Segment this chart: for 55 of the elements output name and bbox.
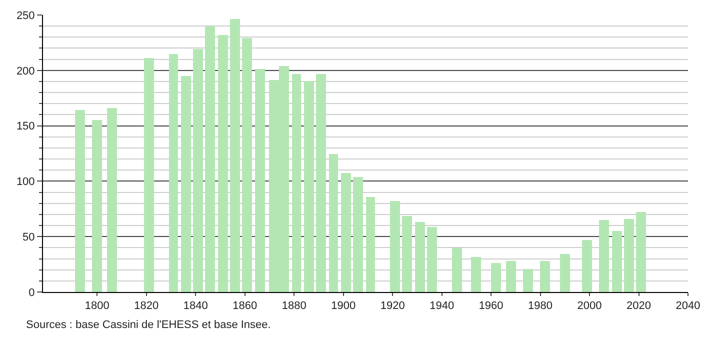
bar: [92, 120, 102, 292]
x-tick-label: 1820: [134, 300, 159, 312]
bar: [582, 240, 592, 292]
bar: [624, 219, 634, 292]
bar: [341, 173, 351, 292]
bar: [471, 257, 481, 292]
bar: [353, 177, 363, 292]
bar: [292, 74, 301, 292]
bar: [218, 35, 228, 292]
bar: [329, 154, 338, 292]
bar: [415, 222, 425, 292]
bar: [599, 220, 609, 292]
bar: [169, 54, 178, 292]
x-tick-label: 1860: [232, 300, 258, 312]
bar: [390, 201, 400, 292]
bar: [366, 197, 375, 292]
source-note: Sources : base Cassini de l'EHESS et base Insee.: [26, 319, 271, 331]
bar: [636, 212, 646, 292]
bar: [452, 248, 462, 292]
y-tick-label: 150: [16, 120, 35, 133]
bar: [540, 261, 550, 292]
x-tick-label: 1880: [282, 300, 306, 312]
bar: [427, 227, 437, 292]
x-tick-label: 1900: [331, 300, 356, 312]
bar: [402, 216, 412, 292]
y-tick-label: 250: [16, 10, 35, 22]
bar: [107, 108, 117, 292]
bar: [181, 76, 191, 292]
bar: [75, 110, 85, 292]
bar: [255, 69, 265, 292]
bar: [506, 261, 516, 292]
x-tick-label: 1840: [183, 300, 208, 312]
x-tick-label: 1960: [478, 300, 504, 312]
y-tick-label: 50: [22, 231, 35, 244]
x-tick-label: 2020: [626, 300, 651, 312]
bar: [230, 19, 240, 292]
bar: [316, 74, 326, 292]
bar: [560, 254, 570, 292]
bar: [242, 38, 252, 292]
bar: [144, 58, 154, 292]
bar: [304, 81, 314, 292]
x-tick-label: 1940: [430, 300, 454, 312]
bar: [205, 26, 215, 292]
x-tick-label: 2040: [676, 300, 700, 312]
x-tick-label: 1980: [528, 300, 553, 312]
bar: [193, 49, 203, 292]
y-tick-label: 200: [16, 65, 35, 78]
bar: [523, 269, 533, 292]
bar: [491, 263, 501, 292]
x-tick-label: 1800: [84, 300, 110, 312]
bar: [612, 231, 622, 292]
x-tick-label: 1920: [380, 300, 405, 312]
x-tick-label: 2000: [577, 300, 602, 312]
y-tick-label: 0: [28, 286, 35, 299]
y-tick-label: 100: [16, 176, 35, 188]
